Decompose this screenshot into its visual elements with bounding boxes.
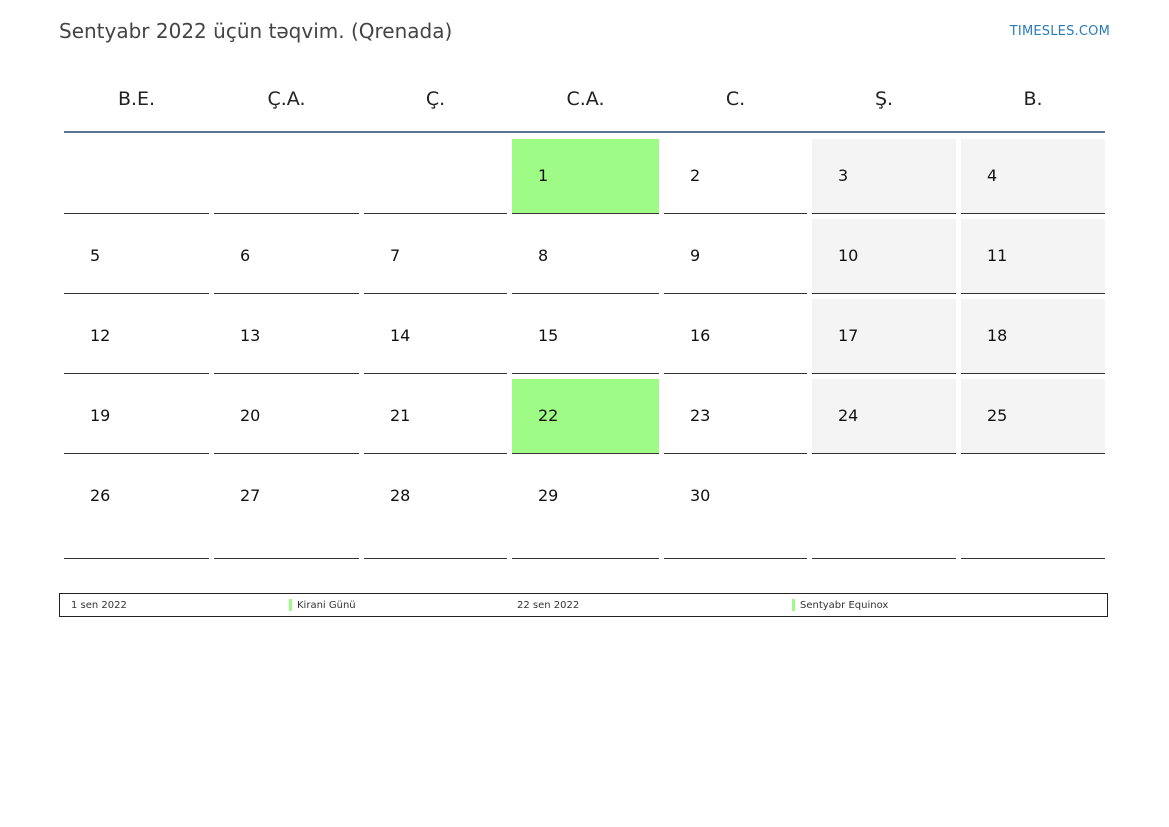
day-cell[interactable]: 8 [512,219,659,294]
day-cell [364,139,507,214]
calendar-grid: 1 2 3 4 5 6 7 8 9 10 11 12 13 14 15 16 17 18 19 20 21 22 23 24 2… [64,139,1105,559]
day-number: 21 [390,406,411,425]
day-number: 1 [538,166,549,185]
day-number: 16 [690,326,711,345]
day-number: 3 [838,166,849,185]
weekday-label: Ç. [425,88,446,110]
day-number: 5 [90,246,101,265]
day-number: 4 [987,166,998,185]
day-cell[interactable]: 11 [961,219,1105,294]
day-cell[interactable]: 20 [214,379,359,454]
weekday-label: C. [725,88,746,110]
day-cell[interactable]: 25 [961,379,1105,454]
day-cell[interactable]: 7 [364,219,507,294]
day-number: 24 [838,406,859,425]
day-cell[interactable]: 6 [214,219,359,294]
day-cell[interactable]: 14 [364,299,507,374]
day-number: 23 [690,406,711,425]
day-cell[interactable]: 5 [64,219,209,294]
day-number: 10 [838,246,859,265]
day-cell [64,139,209,214]
legend-date: 1 sen 2022 [71,600,127,611]
day-cell[interactable]: 24 [812,379,956,454]
day-number: 15 [538,326,559,345]
weekday-label: Ş. [874,88,894,110]
day-cell[interactable]: 2 [664,139,807,214]
day-number: 2 [690,166,701,185]
day-cell[interactable]: 13 [214,299,359,374]
day-number: 20 [240,406,261,425]
legend-date: 22 sen 2022 [517,600,580,611]
day-cell [812,459,956,559]
day-number: 26 [90,486,111,505]
header-divider [64,131,1105,133]
day-number: 8 [538,246,549,265]
day-number: 28 [390,486,411,505]
day-number: 18 [987,326,1008,345]
day-cell[interactable]: 17 [812,299,956,374]
day-cell[interactable]: 12 [64,299,209,374]
day-cell[interactable]: 18 [961,299,1105,374]
day-cell[interactable]: 29 [512,459,659,559]
day-cell[interactable]: 19 [64,379,209,454]
day-number: 29 [538,486,559,505]
day-cell[interactable]: 3 [812,139,956,214]
legend-holiday-name: Sentyabr Equinox [800,600,889,611]
day-cell[interactable]: 27 [214,459,359,559]
legend-holiday-name: Kirani Günü [297,600,356,611]
day-cell[interactable]: 21 [364,379,507,454]
brand-link[interactable]: TIMESLES.COM [1009,24,1110,39]
day-cell[interactable]: 1 [512,139,659,214]
day-cell[interactable]: 16 [664,299,807,374]
day-number: 9 [690,246,701,265]
day-cell[interactable]: 28 [364,459,507,559]
weekday-label: B. [1023,88,1043,110]
weekday-label: B.E. [117,88,156,110]
legend-color-swatch [792,599,795,611]
holiday-legend: 1 sen 2022 Kirani Günü 22 sen 2022 Senty… [59,593,1108,617]
day-number: 11 [987,246,1008,265]
day-cell[interactable]: 22 [512,379,659,454]
weekday-label: C.A. [566,88,605,110]
day-cell[interactable]: 26 [64,459,209,559]
day-cell [214,139,359,214]
legend-color-swatch [289,599,292,611]
day-number: 27 [240,486,261,505]
day-cell [961,459,1105,559]
day-number: 14 [390,326,411,345]
day-number: 22 [538,406,559,425]
day-number: 13 [240,326,261,345]
day-number: 19 [90,406,111,425]
day-number: 7 [390,246,401,265]
day-number: 25 [987,406,1008,425]
day-number: 17 [838,326,859,345]
day-cell[interactable]: 23 [664,379,807,454]
page-title: Sentyabr 2022 üçün təqvim. (Qrenada) [59,19,453,43]
day-number: 30 [690,486,711,505]
day-cell[interactable]: 10 [812,219,956,294]
day-cell[interactable]: 30 [664,459,807,559]
day-number: 6 [240,246,251,265]
weekday-label: Ç.A. [267,88,306,110]
weekday-header: B.E. Ç.A. Ç. C.A. C. Ş. B. [64,86,1105,132]
day-cell[interactable]: 9 [664,219,807,294]
day-cell[interactable]: 15 [512,299,659,374]
day-number: 12 [90,326,111,345]
day-cell[interactable]: 4 [961,139,1105,214]
